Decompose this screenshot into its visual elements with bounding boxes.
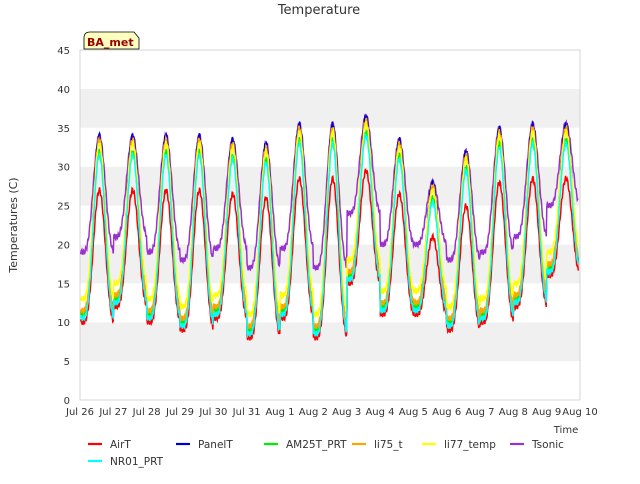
y-tick-label: 40	[57, 85, 70, 96]
x-tick-label: Aug 3	[332, 407, 361, 418]
y-tick-label: 35	[57, 124, 70, 135]
x-tick-label: Jul 29	[165, 407, 194, 418]
x-tick-label: Jul 26	[65, 407, 94, 418]
x-tick-label: Aug 2	[299, 407, 328, 418]
grid-band	[80, 50, 580, 89]
legend-label: li77_temp	[444, 439, 496, 451]
legend-label: NR01_PRT	[110, 456, 164, 468]
grid-band	[80, 88, 580, 128]
plot-frame	[79, 49, 581, 401]
grid-band	[80, 361, 580, 400]
x-tick-label: Jul 31	[232, 407, 261, 418]
x-tick-label: Aug 9	[532, 407, 561, 418]
series-line-nr01-prt	[79, 133, 580, 339]
x-tick-label: Jul 28	[132, 407, 161, 418]
y-axis-label: Temperatures (C)	[7, 177, 20, 273]
x-tick-label: Aug 4	[365, 407, 394, 418]
x-tick-label: Aug 8	[499, 407, 528, 418]
x-tick-label: Aug 1	[265, 407, 294, 418]
legend-label: AirT	[110, 439, 131, 451]
y-tick-label: 15	[57, 279, 70, 290]
site-badge-label: BA_met	[87, 36, 134, 49]
legend-label: PanelT	[198, 439, 233, 451]
x-tick-label: Aug 10	[562, 407, 597, 418]
chart-title: Temperature	[277, 3, 360, 18]
y-tick-label: 0	[64, 396, 70, 407]
y-tick-label: 45	[57, 46, 70, 57]
y-tick-label: 30	[57, 163, 70, 174]
y-tick-label: 5	[64, 357, 70, 368]
x-tick-label: Jul 27	[98, 407, 127, 418]
legend-label: AM25T_PRT	[286, 439, 347, 451]
series-line-airt	[79, 168, 580, 341]
y-tick-label: 25	[57, 202, 70, 213]
x-tick-label: Aug 5	[399, 407, 428, 418]
legend-label: Tsonic	[531, 439, 564, 451]
grid-band	[80, 205, 580, 245]
legend-label: li75_t	[374, 439, 403, 451]
x-tick-label: Jul 30	[198, 407, 227, 418]
grid-band	[80, 244, 580, 284]
grid-band	[80, 283, 580, 323]
y-tick-label: 10	[57, 318, 70, 329]
grid-band	[80, 322, 580, 362]
y-tick-label: 20	[57, 240, 70, 251]
x-tick-label: Aug 7	[465, 407, 494, 418]
x-tick-label: Aug 6	[432, 407, 461, 418]
site-badge: BA_met	[83, 31, 140, 50]
x-axis-label: Time	[553, 425, 578, 436]
